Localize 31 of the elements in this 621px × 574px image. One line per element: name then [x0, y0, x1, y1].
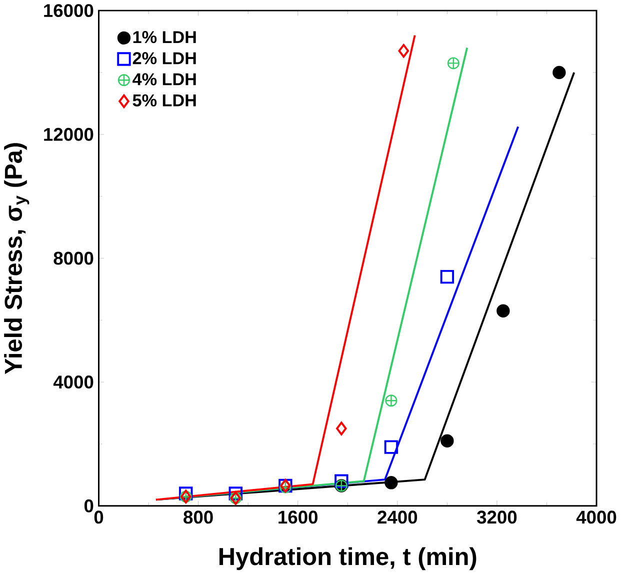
legend-label: 4% LDH: [132, 73, 196, 86]
point: [496, 304, 510, 318]
legend-label: 2% LDH: [132, 52, 196, 64]
point: [385, 394, 398, 407]
point: [179, 486, 193, 500]
point: [228, 486, 242, 500]
y-axis-title: Yield Stress, σ$_{y}$ (Pa): [4, 143, 30, 374]
point: [552, 66, 566, 80]
y-tick-label: 4000: [53, 375, 94, 388]
x-tick-label: 3200: [476, 510, 517, 524]
y-tick-label: 12000: [44, 128, 94, 141]
x-axis-title: Hydration time, t (min): [219, 547, 476, 570]
point: [398, 44, 410, 58]
legend-label: 1% LDH: [133, 30, 196, 44]
point: [384, 440, 398, 454]
x-tick-label: 2400: [378, 510, 418, 524]
y-tick-label: 8000: [54, 252, 94, 265]
point: [279, 481, 292, 494]
point: [440, 270, 454, 284]
point: [440, 434, 454, 448]
point: [447, 57, 460, 70]
y-tick-label: 16000: [44, 4, 94, 17]
point: [384, 476, 398, 490]
x-tick-label: 1600: [278, 510, 318, 524]
point: [334, 474, 348, 488]
legend-label: 5% LDH: [132, 94, 196, 106]
x-tick-label: 4000: [576, 510, 616, 524]
y-tick-label: 0: [84, 499, 94, 512]
x-tick-label: 0: [94, 510, 104, 524]
x-tick-label: 800: [184, 510, 213, 524]
point: [336, 422, 347, 436]
